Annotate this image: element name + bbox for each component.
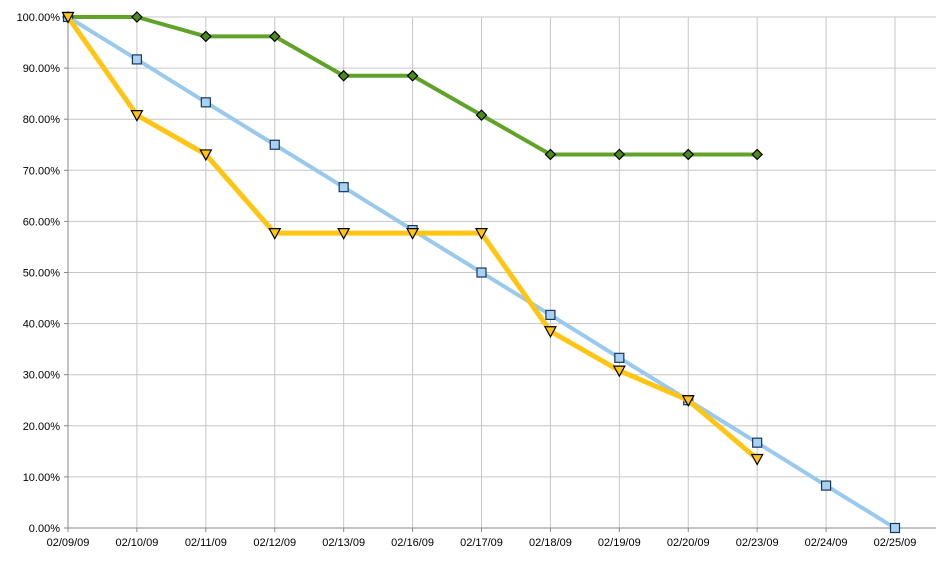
marker-triangle-yellow-actual-burndown xyxy=(474,228,489,240)
x-tick-label: 02/17/09 xyxy=(460,537,503,549)
marker-triangle-yellow-actual-burndown xyxy=(130,110,144,122)
marker-diamond-green-actual-burndown xyxy=(199,30,212,43)
marker-square-blue-ideal-burndown xyxy=(131,54,143,65)
x-tick-label: 02/11/09 xyxy=(185,537,227,549)
marker-triangle-yellow-actual-burndown xyxy=(612,365,626,378)
marker-square-blue-ideal-burndown xyxy=(338,182,349,193)
marker-square-blue-ideal-burndown xyxy=(476,267,487,278)
marker-square-blue-ideal-burndown xyxy=(752,437,763,448)
marker-square-blue-ideal-burndown xyxy=(200,97,211,108)
y-tick-label: 70.00% xyxy=(23,165,61,177)
marker-diamond-green-actual-burndown xyxy=(337,69,350,82)
x-tick-label: 02/10/09 xyxy=(116,537,159,549)
marker-diamond-green-actual-burndown xyxy=(268,30,281,43)
x-tick-label: 02/23/09 xyxy=(736,537,779,549)
y-tick-label: 90.00% xyxy=(23,63,61,75)
y-tick-label: 20.00% xyxy=(23,421,61,433)
x-tick-label: 02/20/09 xyxy=(667,537,710,549)
x-tick-label: 02/18/09 xyxy=(529,537,572,549)
marker-diamond-green-actual-burndown xyxy=(544,148,557,161)
marker-diamond-green-actual-burndown xyxy=(613,148,626,161)
y-tick-label: 50.00% xyxy=(23,268,61,280)
marker-diamond-green-actual-burndown xyxy=(682,148,695,161)
y-tick-label: 80.00% xyxy=(23,114,61,126)
y-tick-label: 30.00% xyxy=(23,370,61,382)
marker-triangle-yellow-actual-burndown xyxy=(61,11,75,24)
marker-triangle-yellow-actual-burndown xyxy=(268,228,282,240)
marker-square-blue-ideal-burndown xyxy=(889,522,901,534)
x-tick-label: 02/24/09 xyxy=(805,537,848,549)
x-tick-label: 02/09/09 xyxy=(47,537,90,549)
marker-diamond-green-actual-burndown xyxy=(131,11,143,23)
y-tick-label: 0.00% xyxy=(29,523,60,535)
x-tick-label: 02/25/09 xyxy=(874,537,917,549)
marker-square-blue-ideal-burndown xyxy=(820,480,832,491)
marker-diamond-green-actual-burndown xyxy=(475,109,488,121)
x-tick-label: 02/13/09 xyxy=(322,537,365,549)
marker-diamond-green-actual-burndown xyxy=(751,148,764,161)
marker-triangle-yellow-actual-burndown xyxy=(681,395,695,407)
marker-triangle-yellow-actual-burndown xyxy=(543,326,557,339)
marker-square-blue-ideal-burndown xyxy=(545,309,556,321)
marker-triangle-yellow-actual-burndown xyxy=(199,149,213,162)
x-tick-label: 02/12/09 xyxy=(253,537,296,549)
marker-triangle-yellow-actual-burndown xyxy=(406,228,420,240)
y-tick-label: 10.00% xyxy=(23,472,61,484)
marker-square-blue-ideal-burndown xyxy=(269,139,280,150)
x-tick-label: 02/16/09 xyxy=(391,537,434,549)
y-tick-label: 60.00% xyxy=(23,216,61,228)
marker-triangle-yellow-actual-burndown xyxy=(750,453,764,466)
y-tick-label: 100.00% xyxy=(17,12,61,24)
marker-square-blue-ideal-burndown xyxy=(614,352,625,363)
x-tick-label: 02/19/09 xyxy=(598,537,641,549)
marker-diamond-green-actual-burndown xyxy=(406,69,419,82)
y-tick-label: 40.00% xyxy=(23,319,61,331)
marker-triangle-yellow-actual-burndown xyxy=(337,228,351,240)
